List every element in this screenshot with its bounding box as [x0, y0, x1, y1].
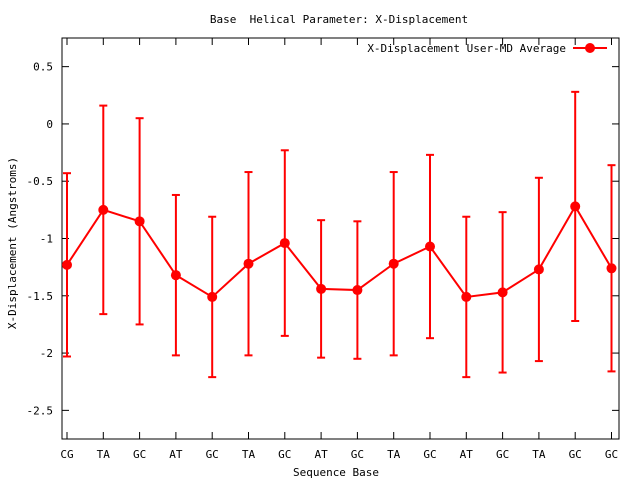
x-tick-label: TA	[97, 448, 111, 461]
x-axis: CG TA GC AT GC TA GC AT GC TA GC AT GC TA GC GC	[60, 38, 618, 461]
data-point	[243, 258, 254, 269]
y-tick-label: -1.5	[27, 290, 54, 303]
x-tick-label: GC	[496, 448, 509, 461]
x-tick-label: TA	[387, 448, 401, 461]
x-tick-label: GC	[206, 448, 219, 461]
data-point	[98, 204, 109, 215]
data-point	[279, 238, 290, 249]
legend-label: X-Displacement User-MD Average	[367, 42, 566, 55]
data-point	[207, 291, 218, 302]
data-point	[388, 258, 399, 269]
data-point	[62, 259, 72, 270]
data-point	[134, 216, 145, 227]
x-tick-label: GC	[423, 448, 436, 461]
data-point	[316, 283, 327, 294]
x-tick-label: GC	[569, 448, 582, 461]
x-tick-label: AT	[460, 448, 474, 461]
x-tick-label: GC	[351, 448, 364, 461]
y-tick-label: -1	[40, 233, 53, 246]
chart-title: Base Helical Parameter: X-Displacement	[210, 13, 468, 26]
x-tick-label: CG	[60, 448, 73, 461]
y-axis: 0.5 0 -0.5 -1 -1.5 -2 -2.5	[27, 61, 619, 417]
x-tick-label: AT	[169, 448, 183, 461]
y-tick-label: 0.5	[33, 61, 53, 74]
data-point	[606, 263, 617, 274]
y-tick-label: 0	[46, 118, 53, 131]
x-tick-label: GC	[133, 448, 146, 461]
legend: X-Displacement User-MD Average	[367, 42, 607, 55]
x-axis-label: Sequence Base	[293, 466, 379, 479]
x-tick-label: GC	[605, 448, 618, 461]
data-point	[533, 264, 544, 275]
data-point	[570, 201, 581, 212]
data-point	[497, 287, 508, 298]
series-line	[66, 204, 613, 299]
y-axis-label: X-Displacement (Angstroms)	[6, 157, 19, 329]
series-layer	[62, 90, 617, 379]
x-tick-label: AT	[314, 448, 328, 461]
x-tick-label: TA	[532, 448, 546, 461]
y-tick-label: -0.5	[27, 175, 54, 188]
x-tick-label: TA	[242, 448, 256, 461]
x-tick-label: GC	[278, 448, 291, 461]
data-point	[170, 270, 181, 281]
legend-marker	[585, 43, 595, 53]
data-point	[425, 241, 435, 252]
data-point	[461, 291, 472, 302]
y-tick-label: -2	[40, 347, 53, 360]
plot-frame	[61, 37, 620, 440]
data-point	[352, 285, 363, 296]
y-tick-label: -2.5	[27, 404, 54, 417]
